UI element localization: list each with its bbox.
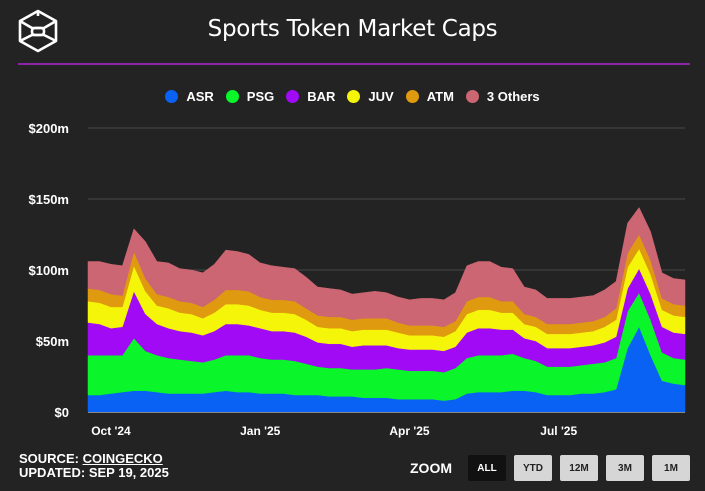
x-tick-label: Oct '24: [91, 424, 131, 438]
legend-swatch-icon: [347, 90, 361, 103]
y-tick-label: $0: [55, 405, 69, 420]
y-tick-label: $200m: [29, 121, 69, 136]
chart-title: Sports Token Market Caps: [207, 16, 498, 42]
legend-label: BAR: [307, 89, 336, 104]
updated-label: UPDATED:: [19, 465, 86, 480]
legend-swatch-icon: [286, 90, 300, 103]
y-tick-label: $50m: [36, 334, 69, 349]
x-tick-label: Jan '25: [240, 424, 281, 438]
legend-item-juv[interactable]: JUV: [347, 89, 394, 104]
zoom-label: ZOOM: [410, 460, 452, 476]
area-3-others: [87, 207, 686, 328]
legend-swatch-icon: [225, 90, 239, 103]
legend-label: ASR: [186, 89, 214, 104]
legend-item-bar[interactable]: BAR: [286, 89, 335, 104]
source-info: SOURCE: COINGECKO UPDATED: SEP 19, 2025: [19, 452, 169, 480]
x-tick-label: Apr '25: [389, 424, 430, 438]
zoom-1m-button[interactable]: 1M: [652, 455, 690, 481]
zoom-3m-button[interactable]: 3M: [606, 455, 644, 481]
source-label: SOURCE:: [19, 451, 79, 466]
title-divider: [18, 63, 690, 65]
legend-swatch-icon: [405, 90, 419, 103]
zoom-controls: ZOOM ALL YTD 12M 3M 1M: [410, 455, 690, 481]
legend-label: 3 Others: [486, 89, 540, 104]
legend-item-psg[interactable]: PSG: [225, 89, 275, 104]
y-tick-label: $100m: [29, 263, 69, 278]
legend-label: ATM: [426, 89, 454, 104]
legend-item-asr[interactable]: ASR: [165, 89, 214, 104]
legend-label: PSG: [246, 89, 275, 104]
legend-swatch-icon: [465, 90, 479, 103]
updated-date: SEP 19, 2025: [88, 465, 169, 480]
source-link[interactable]: COINGECKO: [82, 451, 163, 466]
zoom-all-button[interactable]: ALL: [468, 455, 506, 481]
legend-label: JUV: [368, 89, 394, 104]
legend-swatch-icon: [165, 90, 179, 103]
cube-logo-icon: [18, 9, 58, 53]
legend-item-atm[interactable]: ATM: [405, 89, 454, 104]
zoom-12m-button[interactable]: 12M: [560, 455, 598, 481]
y-tick-label: $150m: [29, 192, 69, 207]
chart-legend: ASR PSG BAR JUV ATM 3 Others: [0, 89, 705, 104]
x-tick-label: Jul '25: [540, 424, 577, 438]
stacked-area-chart: $0 $50m $100m $150m $200m Oct '24 Jan '25 Apr '…: [29, 121, 686, 438]
chart-header: Sports Token Market Caps: [0, 0, 705, 65]
zoom-ytd-button[interactable]: YTD: [514, 455, 552, 481]
legend-item-3-others[interactable]: 3 Others: [465, 89, 540, 104]
